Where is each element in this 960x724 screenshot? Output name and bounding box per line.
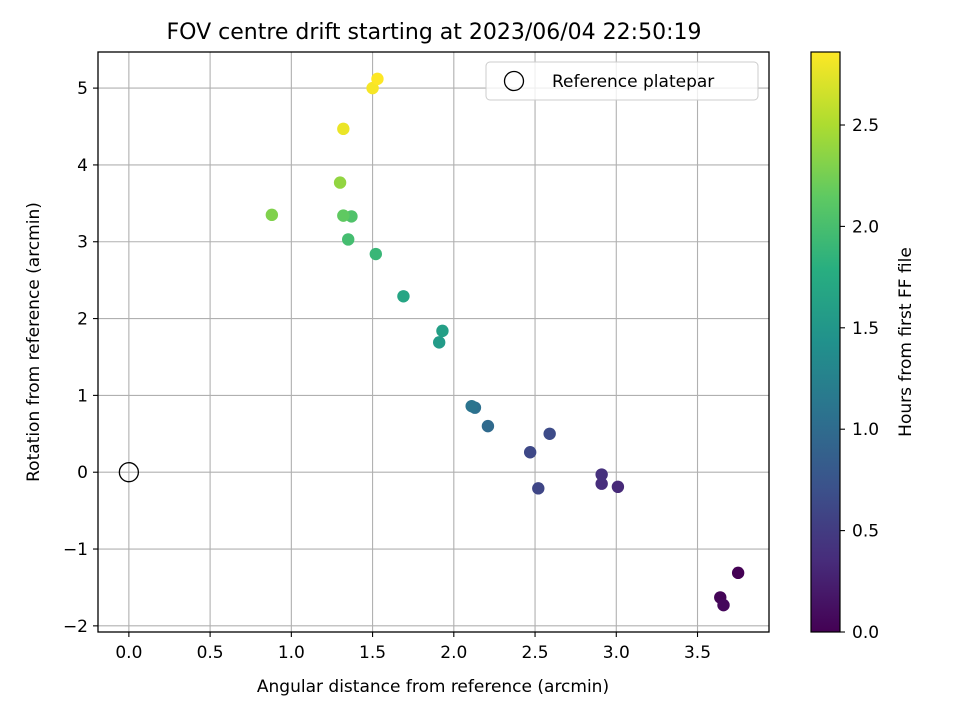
data-point [397, 290, 410, 303]
data-point [532, 482, 545, 495]
x-tick-label: 0.0 [115, 643, 142, 663]
data-point [371, 72, 384, 86]
y-tick-label: 5 [77, 79, 88, 99]
x-tick-label: 3.5 [684, 643, 711, 663]
data-point [611, 480, 625, 494]
x-tick-label: 0.5 [197, 643, 224, 663]
legend-open-circle-icon [503, 70, 525, 92]
data-point [337, 122, 350, 136]
data-point [333, 176, 347, 189]
grid [98, 52, 769, 632]
colorbar-tick-label: 2.0 [852, 217, 879, 237]
data-point [366, 81, 379, 95]
y-tick-label: −1 [63, 540, 88, 560]
y-tick-label: 1 [77, 386, 88, 406]
y-tick-label: 4 [77, 156, 88, 176]
data-points [265, 72, 745, 612]
data-point [595, 468, 608, 481]
colorbar-tick-label: 1.0 [852, 420, 879, 440]
colorbar-label: Hours from first FF file [896, 247, 916, 437]
x-tick-label: 3.0 [603, 643, 630, 663]
colorbar-tick-label: 1.5 [852, 319, 879, 339]
y-tick-label: 3 [77, 233, 88, 253]
y-axis-ticks: −2 −1 0 1 2 3 4 5 [63, 79, 98, 637]
legend-box [485, 61, 759, 101]
y-axis-label: Rotation from reference (arcmin) [24, 202, 44, 482]
y-tick-label: 2 [77, 310, 88, 330]
y-tick-label: 0 [77, 463, 88, 483]
x-axis-label: Angular distance from reference (arcmin) [257, 677, 609, 697]
data-point [342, 233, 355, 246]
y-tick-label: −2 [63, 617, 88, 637]
colorbar: 0.0 0.5 1.0 1.5 2.0 2.5 Hours from first FF f… [810, 51, 916, 643]
data-point [265, 208, 279, 222]
colorbar-tick-label: 0.0 [852, 623, 879, 643]
reference-point [118, 462, 140, 483]
colorbar-tick-label: 2.5 [852, 116, 879, 136]
colorbar-ticks: 0.0 0.5 1.0 1.5 2.0 2.5 [840, 116, 879, 643]
data-point [481, 419, 495, 433]
x-tick-label: 2.5 [522, 643, 549, 663]
data-point [731, 566, 745, 580]
colorbar-gradient [810, 51, 841, 633]
reference-point-layer [118, 462, 140, 483]
x-tick-label: 1.5 [359, 643, 386, 663]
colorbar-tick-label: 0.5 [852, 522, 879, 542]
data-point [543, 427, 556, 441]
data-point [465, 399, 478, 413]
data-point [717, 598, 730, 612]
x-tick-label: 2.0 [440, 643, 467, 663]
legend: Reference platepar [485, 61, 759, 101]
chart-title: FOV centre drift starting at 2023/06/04 … [167, 20, 702, 45]
plot-frame [97, 51, 770, 633]
data-point [337, 209, 350, 222]
data-point [369, 247, 383, 261]
data-point [432, 336, 446, 349]
x-tick-label: 1.0 [278, 643, 305, 663]
data-point [436, 324, 449, 338]
x-axis-ticks: 0.0 0.5 1.0 1.5 2.0 2.5 3.0 3.5 [115, 632, 711, 663]
data-point [523, 446, 537, 459]
legend-label: Reference platepar [552, 72, 714, 92]
data-point [595, 477, 608, 490]
